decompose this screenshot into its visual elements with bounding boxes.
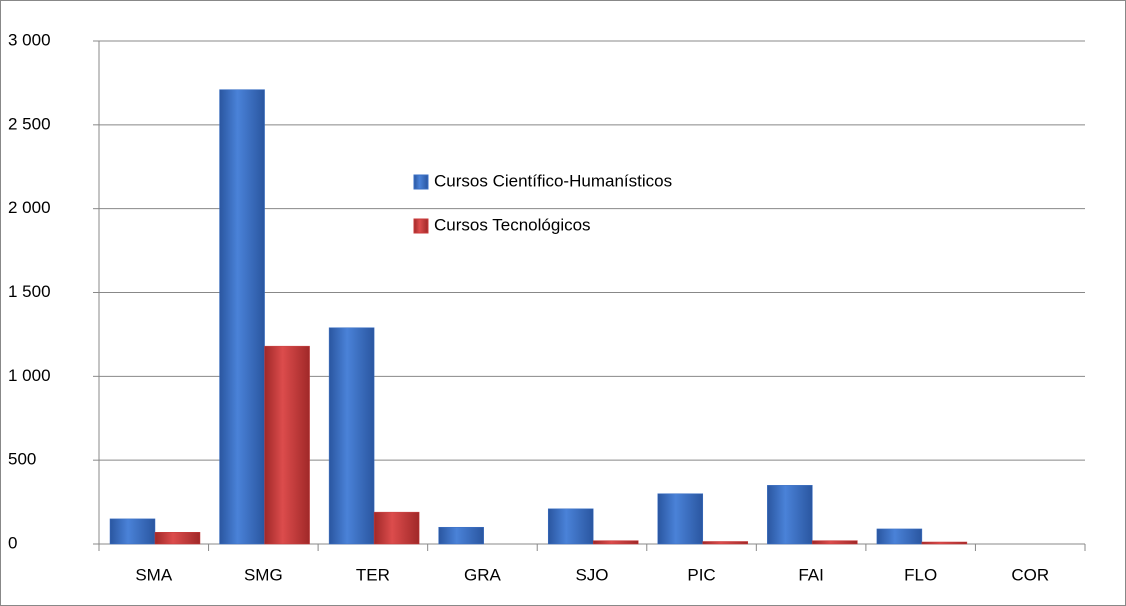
legend-label: Cursos Científico-Humanísticos (434, 171, 672, 190)
legend-swatch (413, 218, 429, 234)
bar (547, 508, 594, 545)
y-tick-label: 1 500 (8, 282, 51, 301)
y-tick-label: 1 000 (8, 366, 51, 385)
y-tick-label: 2 000 (8, 198, 51, 217)
bar (264, 345, 310, 545)
bar (702, 541, 749, 545)
x-tick-label: SMG (244, 565, 283, 584)
bar (328, 327, 375, 545)
x-tick-label: SJO (575, 565, 608, 584)
bar (767, 485, 813, 545)
bar (154, 532, 201, 545)
bar (219, 89, 265, 545)
bar (592, 540, 639, 545)
x-tick-label: TER (356, 565, 390, 584)
x-tick-label: FLO (904, 565, 937, 584)
legend-label: Cursos Tecnológicos (434, 215, 591, 234)
bar (657, 493, 704, 545)
bar (921, 541, 968, 545)
x-tick-label: SMA (135, 565, 173, 584)
x-tick-label: COR (1011, 565, 1049, 584)
y-tick-label: 3 000 (8, 30, 51, 49)
y-tick-label: 500 (8, 450, 36, 469)
y-tick-label: 2 500 (8, 114, 51, 133)
bar (373, 511, 420, 545)
bar (812, 540, 858, 545)
bar (438, 526, 484, 545)
y-tick-label: 0 (8, 533, 17, 552)
x-tick-label: PIC (687, 565, 715, 584)
bar (109, 518, 156, 545)
legend-swatch (413, 174, 429, 190)
x-tick-label: GRA (464, 565, 502, 584)
bar (876, 528, 923, 545)
x-tick-label: FAI (798, 565, 824, 584)
